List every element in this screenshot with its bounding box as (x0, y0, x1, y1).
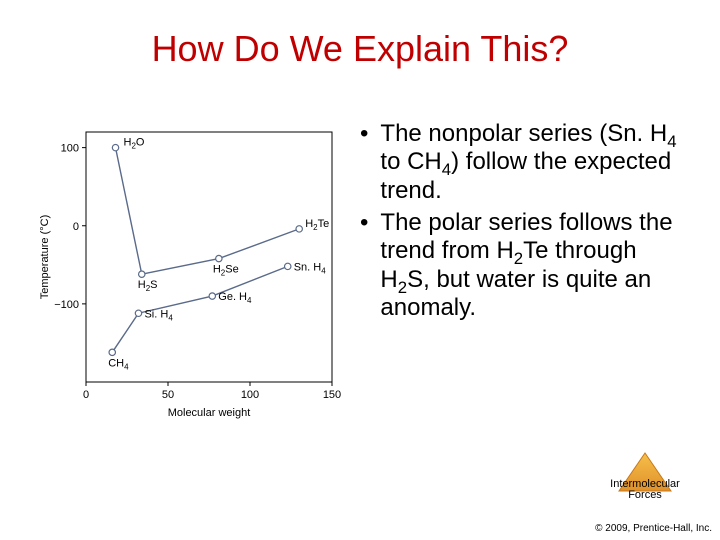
svg-text:100: 100 (241, 389, 259, 401)
badge-line2: Forces (600, 490, 690, 502)
svg-text:Temperature (°C): Temperature (°C) (39, 215, 51, 299)
svg-text:−100: −100 (54, 299, 79, 311)
svg-text:Molecular weight: Molecular weight (168, 407, 251, 419)
svg-text:Ge. H4: Ge. H4 (218, 291, 252, 305)
svg-text:50: 50 (162, 389, 174, 401)
boiling-point-chart: −100 0 100 0 50 100 150 Molecular weight Tempera… (34, 120, 344, 420)
svg-text:150: 150 (323, 389, 341, 401)
footer-badge: Intermolecular Forces (600, 451, 690, 502)
svg-text:H2Te: H2Te (305, 218, 329, 232)
svg-text:H2Se: H2Se (213, 264, 239, 278)
svg-text:0: 0 (73, 221, 79, 233)
bullet-list: The nonpolar series (Sn. H4 to CH4) foll… (354, 120, 686, 420)
page-title: How Do We Explain This? (0, 0, 720, 70)
content-row: −100 0 100 0 50 100 150 Molecular weight Tempera… (0, 70, 720, 420)
chart-container: −100 0 100 0 50 100 150 Molecular weight Tempera… (34, 120, 344, 420)
copyright: © 2009, Prentice-Hall, Inc. (595, 523, 712, 534)
svg-text:0: 0 (83, 389, 89, 401)
bullet-item: The nonpolar series (Sn. H4 to CH4) foll… (360, 120, 686, 205)
svg-text:100: 100 (61, 143, 79, 155)
bullet-item: The polar series follows the trend from … (360, 209, 686, 322)
